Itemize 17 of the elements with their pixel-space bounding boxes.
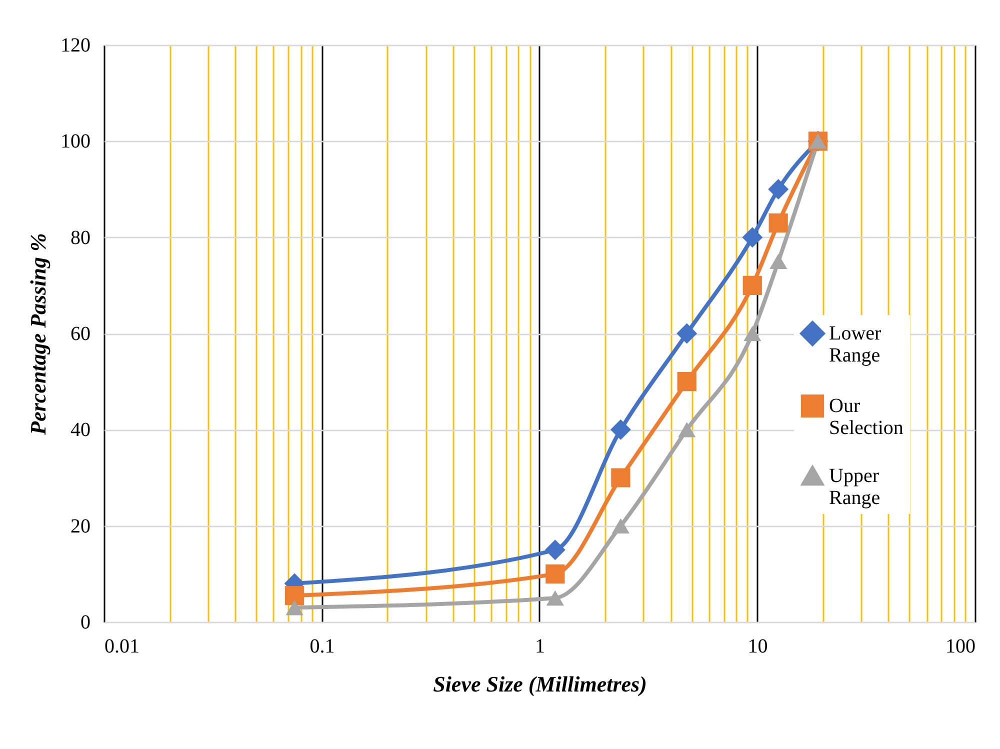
legend-label: Our Selection — [829, 395, 904, 439]
y-tick-label: 80 — [70, 226, 90, 249]
legend-label: Lower Range — [829, 322, 882, 366]
legend-label: Upper Range — [829, 465, 880, 509]
y-axis-title: Percentage Passing % — [26, 233, 50, 436]
x-tick-label: 1 — [535, 636, 545, 658]
y-tick-label: 0 — [80, 612, 90, 634]
x-tick-label: 0.01 — [104, 636, 140, 658]
y-tick-label: 100 — [60, 130, 90, 153]
x-tick-label: 100 — [946, 636, 976, 658]
y-tick-label: 20 — [70, 515, 90, 538]
x-tick-label: 0.1 — [310, 636, 335, 658]
y-tick-label: 40 — [70, 419, 90, 442]
x-tick-label: 10 — [748, 636, 768, 658]
y-tick-label: 60 — [70, 323, 90, 345]
x-axis-title: Sieve Size (Millimetres) — [433, 672, 647, 696]
y-tick-label: 120 — [60, 34, 90, 56]
